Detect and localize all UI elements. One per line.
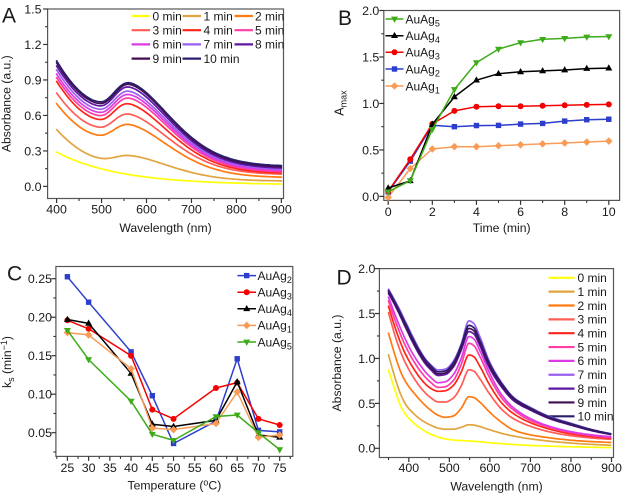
svg-text:10 min: 10 min [204,52,240,66]
svg-text:400: 400 [46,203,67,217]
svg-text:0.5: 0.5 [358,397,375,411]
svg-text:AuAg3: AuAg3 [258,286,292,302]
svg-text:0.9: 0.9 [24,73,41,87]
svg-text:Absorbance (a.u.): Absorbance (a.u.) [330,315,344,412]
svg-text:700: 700 [181,203,202,217]
svg-text:B: B [338,7,352,30]
svg-text:700: 700 [520,461,541,475]
svg-text:1.5: 1.5 [362,50,379,64]
svg-text:Wavelength (nm): Wavelength (nm) [119,221,211,235]
svg-text:0.3: 0.3 [24,144,41,158]
svg-text:A: A [2,5,16,28]
svg-text:7 min: 7 min [204,38,233,52]
svg-text:10: 10 [602,205,616,219]
svg-text:2.0: 2.0 [362,4,379,18]
svg-text:0.0: 0.0 [24,180,41,194]
svg-text:0.25: 0.25 [28,272,52,286]
svg-text:10 min: 10 min [578,410,614,424]
svg-text:6: 6 [517,205,524,219]
svg-text:0.5: 0.5 [362,143,379,157]
svg-text:1 min: 1 min [578,285,607,299]
svg-text:C: C [7,263,22,286]
svg-text:70: 70 [252,461,266,475]
svg-text:3 min: 3 min [153,24,182,38]
svg-text:D: D [337,267,352,290]
svg-text:0.20: 0.20 [28,311,52,325]
svg-text:0.05: 0.05 [28,426,52,440]
svg-text:AuAg5: AuAg5 [406,12,440,28]
svg-text:600: 600 [136,203,157,217]
svg-text:0.0: 0.0 [358,442,375,456]
svg-text:60: 60 [209,461,223,475]
svg-text:65: 65 [230,461,244,475]
svg-text:AuAg1: AuAg1 [258,319,292,335]
svg-text:0 min: 0 min [153,9,182,23]
svg-text:AuAg3: AuAg3 [406,46,440,62]
svg-text:400: 400 [398,461,419,475]
svg-text:AuAg2: AuAg2 [258,269,292,285]
svg-text:AuAg5: AuAg5 [258,335,292,351]
svg-text:35: 35 [103,461,117,475]
svg-text:0.15: 0.15 [28,349,52,363]
svg-text:Wavelength (nm): Wavelength (nm) [450,479,542,493]
svg-text:40: 40 [124,461,138,475]
svg-text:500: 500 [91,203,112,217]
svg-text:1.2: 1.2 [24,38,41,52]
svg-text:55: 55 [188,461,202,475]
svg-text:7 min: 7 min [578,368,607,382]
svg-text:45: 45 [145,461,159,475]
svg-text:1.0: 1.0 [362,97,379,111]
svg-text:9 min: 9 min [578,396,607,410]
svg-text:Absorbance (a.u.): Absorbance (a.u.) [0,55,14,152]
svg-text:8 min: 8 min [578,382,607,396]
svg-text:2: 2 [429,205,436,219]
svg-text:AuAg2: AuAg2 [406,62,440,78]
svg-text:0 min: 0 min [578,271,607,285]
svg-text:1.0: 1.0 [358,352,375,366]
svg-text:5 min: 5 min [255,24,284,38]
svg-text:900: 900 [271,203,292,217]
svg-text:8 min: 8 min [255,38,284,52]
svg-text:3 min: 3 min [578,313,607,327]
svg-text:0.0: 0.0 [362,190,379,204]
svg-text:600: 600 [480,461,501,475]
svg-text:500: 500 [439,461,460,475]
svg-text:8: 8 [561,205,568,219]
svg-text:75: 75 [273,461,287,475]
svg-text:6 min: 6 min [578,354,607,368]
svg-text:2.0: 2.0 [358,262,375,276]
svg-text:1 min: 1 min [204,9,233,23]
svg-text:1.5: 1.5 [24,2,41,16]
svg-text:4 min: 4 min [204,24,233,38]
svg-text:2 min: 2 min [255,9,284,23]
svg-text:25: 25 [61,461,75,475]
svg-text:30: 30 [82,461,96,475]
svg-text:800: 800 [226,203,247,217]
svg-text:Temperature (oC): Temperature (oC) [128,477,222,492]
svg-text:AuAg1: AuAg1 [406,79,440,95]
svg-text:800: 800 [561,461,582,475]
svg-text:1.5: 1.5 [358,307,375,321]
svg-text:2 min: 2 min [578,299,607,313]
svg-text:AuAg4: AuAg4 [258,302,292,318]
svg-text:0: 0 [385,205,392,219]
svg-text:0.10: 0.10 [28,388,52,402]
svg-text:AuAg4: AuAg4 [406,29,440,45]
svg-text:9 min: 9 min [153,52,182,66]
svg-text:4 min: 4 min [578,327,607,341]
svg-text:900: 900 [601,461,622,475]
svg-text:6 min: 6 min [153,38,182,52]
svg-text:50: 50 [167,461,181,475]
svg-text:4: 4 [473,205,480,219]
svg-text:0.6: 0.6 [24,109,41,123]
svg-text:5 min: 5 min [578,340,607,354]
svg-text:Time (min): Time (min) [473,221,531,235]
